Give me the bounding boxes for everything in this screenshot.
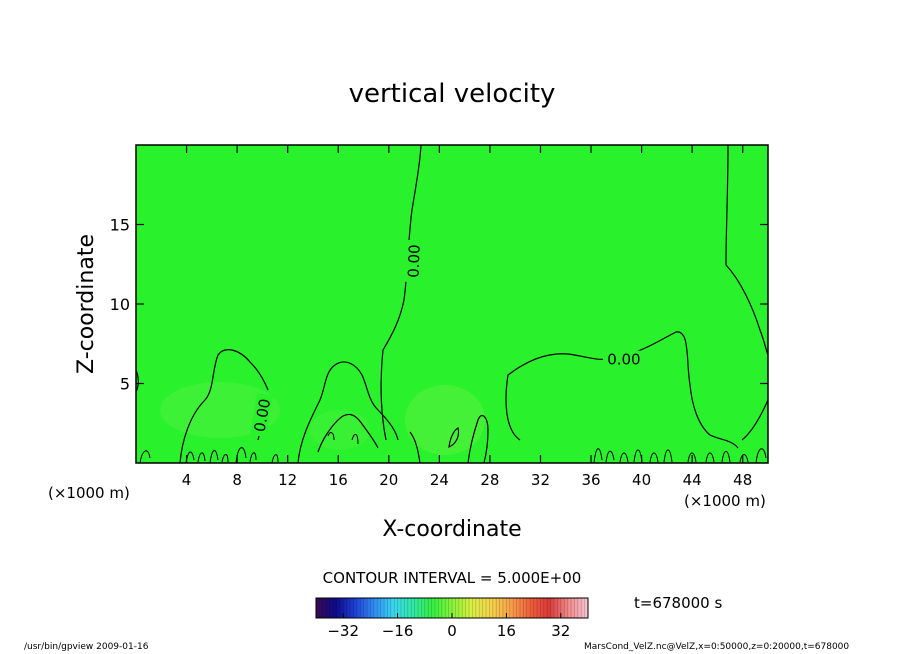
x-tick-label: 40 (632, 471, 651, 489)
contour-label-background (404, 239, 422, 283)
y-axis-label: Z-coordinate (74, 234, 99, 374)
x-tick-label: 24 (430, 471, 449, 489)
time-text: t=678000 s (634, 594, 722, 612)
x-tick-label: 8 (232, 471, 242, 489)
contour-label: 0.00 (251, 397, 275, 433)
x-tick-label: 44 (683, 471, 702, 489)
contour-label: 0.00 (607, 351, 640, 369)
contour-labels: 0.00 0.00 0.00 (249, 239, 645, 438)
footer-right: MarsCond_VelZ.nc@VelZ,x=0:50000,z=0:2000… (584, 642, 850, 652)
contour-lines (135, 144, 769, 464)
footer-left: /usr/bin/gpview 2009-01-16 (24, 642, 149, 652)
colorbar-tick-label: −32 (327, 622, 359, 640)
contour-line-hill-2 (297, 361, 399, 464)
x-tick-label: 16 (329, 471, 348, 489)
contour-line-hill-2-inner (317, 413, 379, 453)
contour-line-center-2 (409, 431, 421, 464)
colorbar-ticks: −32 −16 0 16 32 (327, 613, 570, 640)
contour-line-small-loop (448, 427, 460, 448)
contour-line-center-rise (380, 144, 422, 441)
contour-label: 0.00 (405, 244, 424, 278)
y-axis-ticks: 5 10 15 (110, 216, 768, 394)
x-axis-ticks: 4 8 12 16 20 24 28 32 36 40 44 48 (182, 145, 752, 489)
colorbar-stripes (319, 598, 585, 618)
y-tick-label: 15 (110, 216, 130, 235)
x-unit-right: (×1000 m) (684, 492, 766, 510)
y-tick-label: 10 (110, 295, 130, 314)
x-tick-label: 28 (480, 471, 499, 489)
x-tick-label: 12 (278, 471, 297, 489)
contour-line-right-upper (725, 144, 769, 356)
x-tick-label: 32 (531, 471, 550, 489)
x-tick-label: 36 (581, 471, 600, 489)
chart-title: vertical velocity (349, 79, 556, 109)
x-tick-label: 4 (182, 471, 192, 489)
contour-interval-text: CONTOUR INTERVAL = 5.000E+00 (323, 569, 582, 587)
x-tick-label: 20 (379, 471, 398, 489)
colorbar-tick-label: 32 (551, 622, 570, 640)
contour-line-right-lower (741, 399, 769, 441)
colorbar-tick-label: 0 (447, 622, 457, 640)
contour-label-background (602, 350, 645, 367)
contour-label-background (249, 393, 273, 438)
chart: vertical velocity (48, 79, 769, 640)
colorbar-tick-label: −16 (382, 622, 414, 640)
colorbar-tick-label: 16 (497, 622, 516, 640)
x-axis-label: X-coordinate (382, 517, 521, 542)
contour-line-right-ridge (505, 331, 739, 449)
bottom-contour-noise (139, 432, 767, 464)
x-unit-left: (×1000 m) (48, 484, 130, 502)
x-tick-label: 48 (733, 471, 752, 489)
contour-line-mid-hill (467, 415, 489, 464)
y-tick-label: 5 (120, 375, 130, 394)
contour-line-hill-1 (179, 349, 269, 464)
